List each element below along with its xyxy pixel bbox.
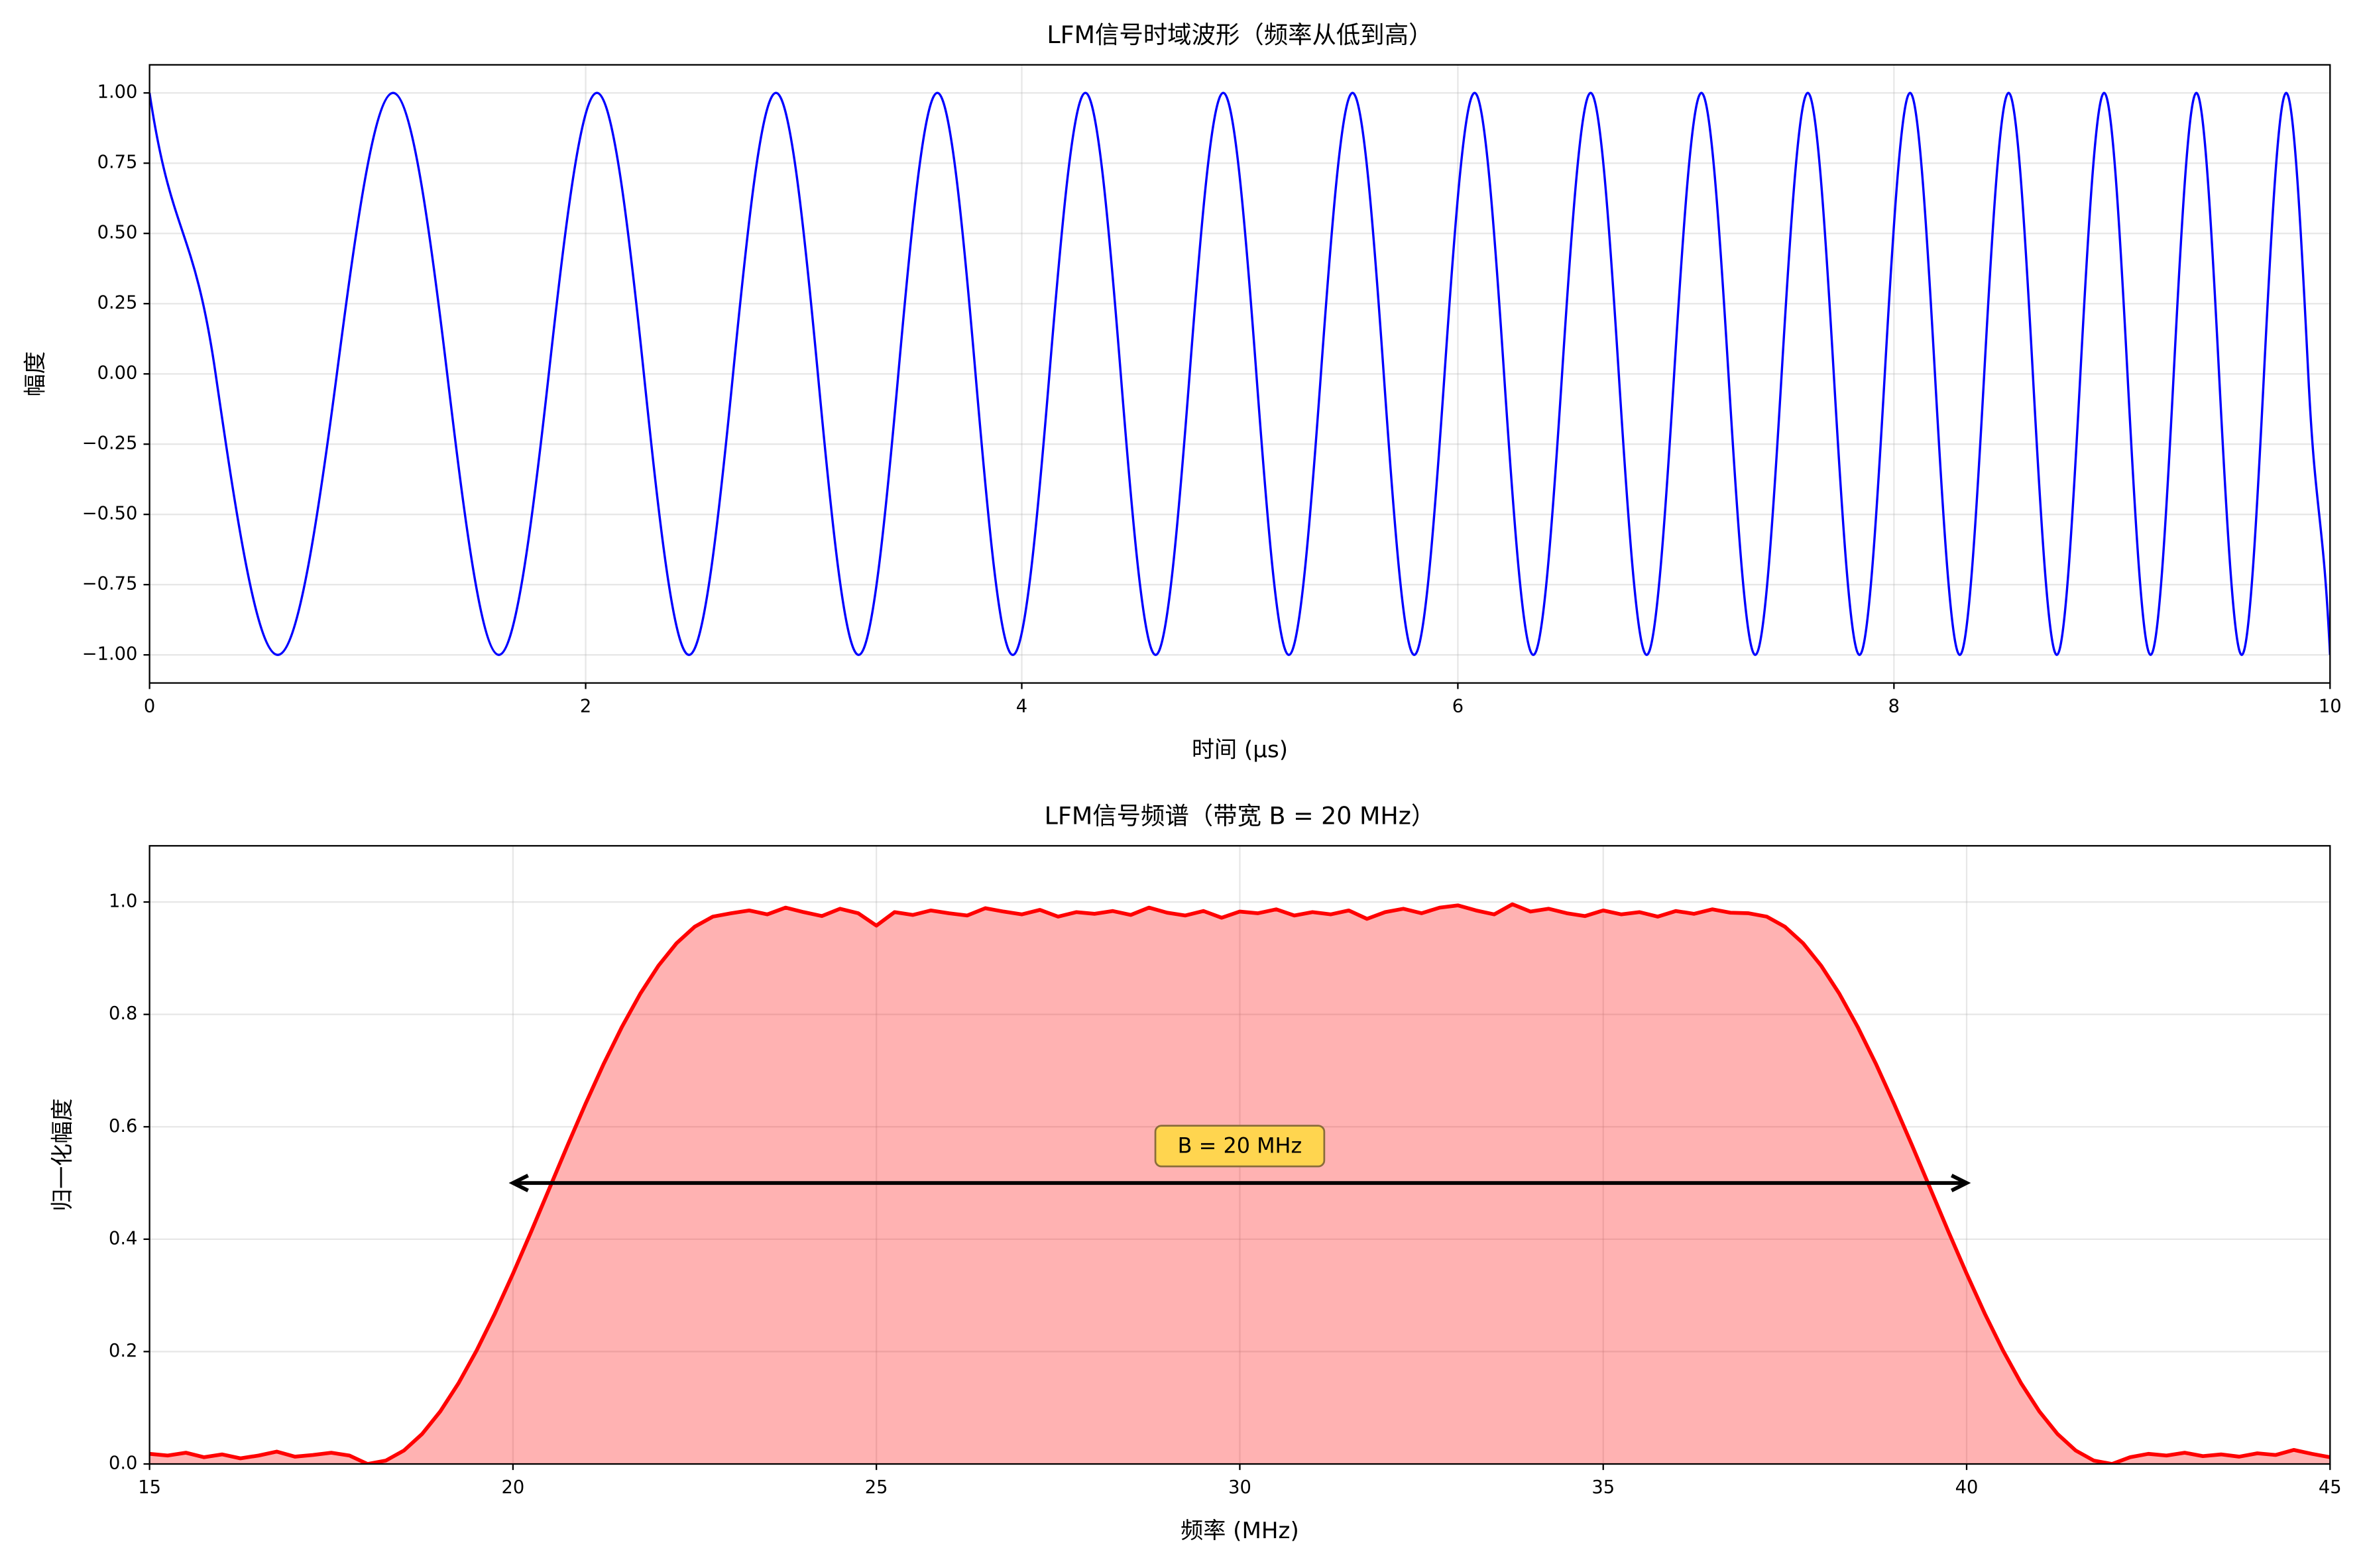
x-tick-label: 35 <box>1591 1477 1615 1498</box>
y-axis-label: 幅度 <box>22 351 48 396</box>
arrow-head <box>508 1174 529 1192</box>
x-tick-label: 20 <box>502 1477 525 1498</box>
annotation-box <box>1154 1125 1326 1168</box>
x-tick-label: 10 <box>2319 696 2342 716</box>
x-axis-label: 频率 (MHz) <box>1181 1518 1299 1544</box>
y-tick-label: −1.00 <box>82 644 138 665</box>
annotation-text: B = 20 MHz <box>1178 1133 1302 1158</box>
spectrum-line <box>149 902 2331 1465</box>
arrow-head <box>1950 1174 1971 1192</box>
x-axis-label: 时间 (μs) <box>1192 736 1288 763</box>
x-tick-label: 6 <box>1452 696 1464 716</box>
x-tick-label: 45 <box>2319 1477 2342 1498</box>
x-tick-label: 40 <box>1955 1477 1979 1498</box>
x-tick-label: 0 <box>144 696 155 716</box>
x-tick-label: 30 <box>1228 1477 1251 1498</box>
y-tick-label: −0.50 <box>82 504 138 524</box>
y-tick-label: 0.4 <box>109 1228 137 1249</box>
chart-title: LFM信号频谱（带宽 B = 20 MHz） <box>1045 802 1436 830</box>
subplot: 0.0 0.2 0.4 0.6 0.8 1.0 15 20 25 30 35 40 45 B = 20 M… <box>49 802 2341 1544</box>
y-tick-label: 0.8 <box>109 1003 137 1024</box>
y-tick-label: 0.00 <box>97 363 138 384</box>
y-tick-label: 0.75 <box>97 152 138 173</box>
subplot: 1.00 0.75 0.50 0.25 0.00 −0.25 −0.50 −0.75 −1.00… <box>22 21 2341 763</box>
x-tick-label: 4 <box>1016 696 1027 716</box>
y-tick-label: 1.00 <box>97 82 138 103</box>
y-tick-label: 0.2 <box>109 1341 137 1361</box>
axes-frame <box>148 64 2331 684</box>
x-tick-label: 8 <box>1888 696 1900 716</box>
y-axis-label: 归一化幅度 <box>49 1098 76 1211</box>
x-tick-label: 25 <box>865 1477 888 1498</box>
chart-title: LFM信号时域波形（频率从低到高） <box>1047 21 1432 49</box>
y-tick-label: 1.0 <box>109 891 137 912</box>
y-tick-label: −0.25 <box>82 433 138 454</box>
y-tick-label: 0.50 <box>97 223 138 243</box>
axes-frame <box>148 845 2331 1465</box>
y-tick-label: 0.25 <box>97 293 138 313</box>
y-tick-label: 0.6 <box>109 1116 137 1137</box>
x-tick-label: 2 <box>580 696 591 716</box>
y-tick-label: 0.0 <box>109 1453 137 1474</box>
signal-line <box>149 91 2331 656</box>
x-tick-label: 15 <box>138 1477 161 1498</box>
y-tick-label: −0.75 <box>82 574 138 594</box>
